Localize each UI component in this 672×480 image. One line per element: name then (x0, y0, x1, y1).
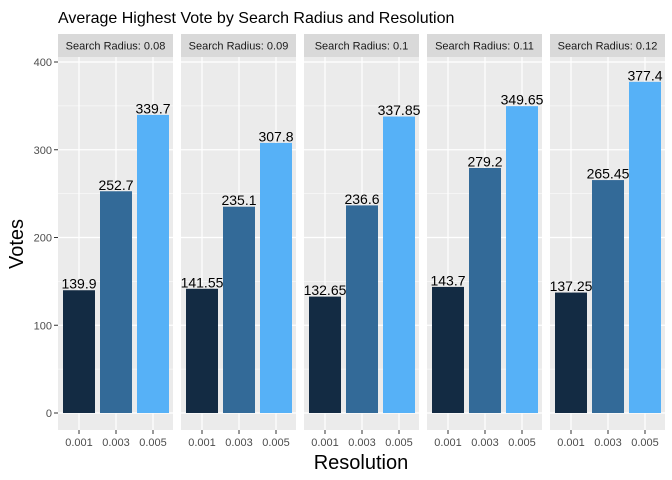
facet-panel: Search Radius: 0.12 137.25 0.001 265.45 0.00… (550, 34, 665, 449)
facet-panel: Search Radius: 0.11 143.7 0.001 279.2 0.003 3… (427, 34, 544, 449)
bar (555, 292, 587, 413)
bar (469, 168, 501, 413)
facet-strip (427, 34, 542, 57)
x-tick-label: 0.001 (311, 437, 339, 449)
facet-strip (550, 34, 665, 57)
bar-value-label: 377.4 (627, 67, 662, 83)
facet-panels: Search Radius: 0.08 139.9 0.001 252.7 0.003 3… (58, 34, 665, 449)
bar-value-label: 265.45 (587, 166, 630, 182)
facet-strip-label: Search Radius: 0.11 (435, 41, 534, 53)
facet-strip (58, 34, 173, 57)
facet-panel: Search Radius: 0.08 139.9 0.001 252.7 0.003 3… (58, 34, 173, 449)
x-tick-label: 0.003 (225, 437, 253, 449)
bar (506, 106, 538, 413)
bar (629, 81, 661, 414)
bar-value-label: 132.65 (304, 282, 347, 298)
bar (223, 206, 255, 413)
x-tick-label: 0.003 (471, 437, 499, 449)
bar (137, 114, 169, 413)
facet-strip-label: Search Radius: 0.08 (66, 41, 166, 53)
bar-value-label: 252.7 (98, 177, 133, 193)
x-tick-label: 0.003 (102, 437, 130, 449)
bar-value-label: 307.8 (258, 128, 293, 144)
bar (309, 296, 341, 413)
bar (260, 142, 292, 413)
bar-value-label: 137.25 (550, 278, 593, 294)
facet-strip (181, 34, 296, 57)
facet-strip-label: Search Radius: 0.1 (315, 41, 409, 53)
facet-strip (304, 34, 419, 57)
x-tick-label: 0.005 (631, 437, 659, 449)
bar (592, 180, 624, 413)
x-tick-label: 0.001 (434, 437, 462, 449)
x-tick-label: 0.003 (348, 437, 376, 449)
facet-strip-label: Search Radius: 0.12 (558, 41, 658, 53)
facet-panel: Search Radius: 0.09 141.55 0.001 235.1 0.003… (181, 34, 296, 449)
bar-value-label: 337.85 (378, 102, 421, 118)
y-tick-label: 100 (34, 320, 52, 332)
x-axis-title: Resolution (314, 452, 409, 474)
bar-value-label: 235.1 (221, 192, 256, 208)
y-axis: 0 100 200 300 400 (34, 57, 58, 420)
bar-value-label: 349.65 (501, 92, 544, 108)
bar-value-label: 141.55 (181, 274, 224, 290)
bar (186, 288, 218, 413)
y-axis-title: Votes (6, 219, 28, 269)
x-tick-label: 0.001 (188, 437, 216, 449)
bar (432, 286, 464, 413)
facet-strip-label: Search Radius: 0.09 (189, 41, 289, 53)
bar-value-label: 139.9 (61, 276, 96, 292)
x-tick-label: 0.001 (65, 437, 93, 449)
bar (383, 116, 415, 414)
x-tick-label: 0.003 (594, 437, 622, 449)
y-tick-label: 300 (34, 145, 52, 157)
x-tick-label: 0.005 (508, 437, 536, 449)
bar (346, 205, 378, 413)
x-tick-label: 0.005 (139, 437, 167, 449)
y-tick-label: 400 (34, 57, 52, 69)
chart-title: Average Highest Vote by Search Radius an… (58, 10, 454, 27)
bar-value-label: 143.7 (430, 272, 465, 288)
bar-value-label: 236.6 (344, 191, 379, 207)
x-tick-label: 0.001 (557, 437, 585, 449)
x-tick-label: 0.005 (262, 437, 290, 449)
bar-value-label: 279.2 (467, 154, 502, 170)
bar (100, 191, 132, 413)
y-tick-label: 0 (46, 408, 52, 420)
facet-panel: Search Radius: 0.1 132.65 0.001 236.6 0.003 3… (304, 34, 421, 449)
x-tick-label: 0.005 (385, 437, 413, 449)
y-tick-label: 200 (34, 233, 52, 245)
bar-value-label: 339.7 (135, 100, 170, 116)
bar (63, 290, 95, 413)
